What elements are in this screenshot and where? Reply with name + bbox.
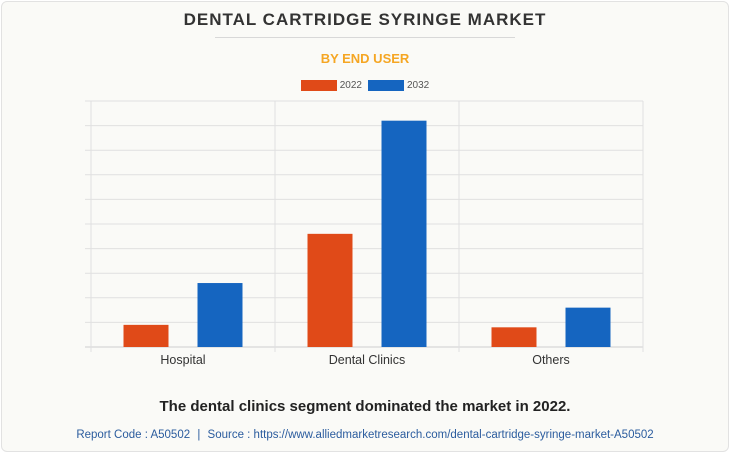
chart-subtitle: BY END USER xyxy=(320,51,410,66)
bar-hospital-2022 xyxy=(123,324,169,347)
bar-dental-clinics-2032 xyxy=(381,120,427,348)
chart-legend: 2022 2032 xyxy=(0,80,730,91)
legend-swatch-2022 xyxy=(300,80,337,91)
bar-others-2032 xyxy=(565,307,611,347)
legend-label-2032: 2032 xyxy=(407,80,430,91)
x-tick-label: Hospital xyxy=(160,353,205,367)
legend-item-2032[interactable]: 2032 xyxy=(368,80,429,91)
x-tick-label: Dental Clinics xyxy=(329,353,405,367)
legend-swatch-2032 xyxy=(368,80,404,91)
source-footer: Report Code : A50502 | Source : https://… xyxy=(0,429,730,441)
x-tick-label: Others xyxy=(532,353,570,367)
chart-caption: The dental clinics segment dominated the… xyxy=(159,398,571,415)
report-code: Report Code : A50502 xyxy=(76,429,191,441)
legend-label-2022: 2022 xyxy=(339,80,362,91)
footer-separator: | xyxy=(197,429,201,441)
title-divider xyxy=(215,37,515,38)
bar-dental-clinics-2022 xyxy=(307,233,353,347)
bar-hospital-2032 xyxy=(197,283,243,347)
bar-others-2022 xyxy=(491,327,537,347)
source-link[interactable]: Source : https://www.alliedmarketresearc… xyxy=(207,429,654,441)
chart-title: DENTAL CARTRIDGE SYRINGE MARKET xyxy=(183,10,547,29)
legend-item-2022[interactable]: 2022 xyxy=(300,80,362,91)
